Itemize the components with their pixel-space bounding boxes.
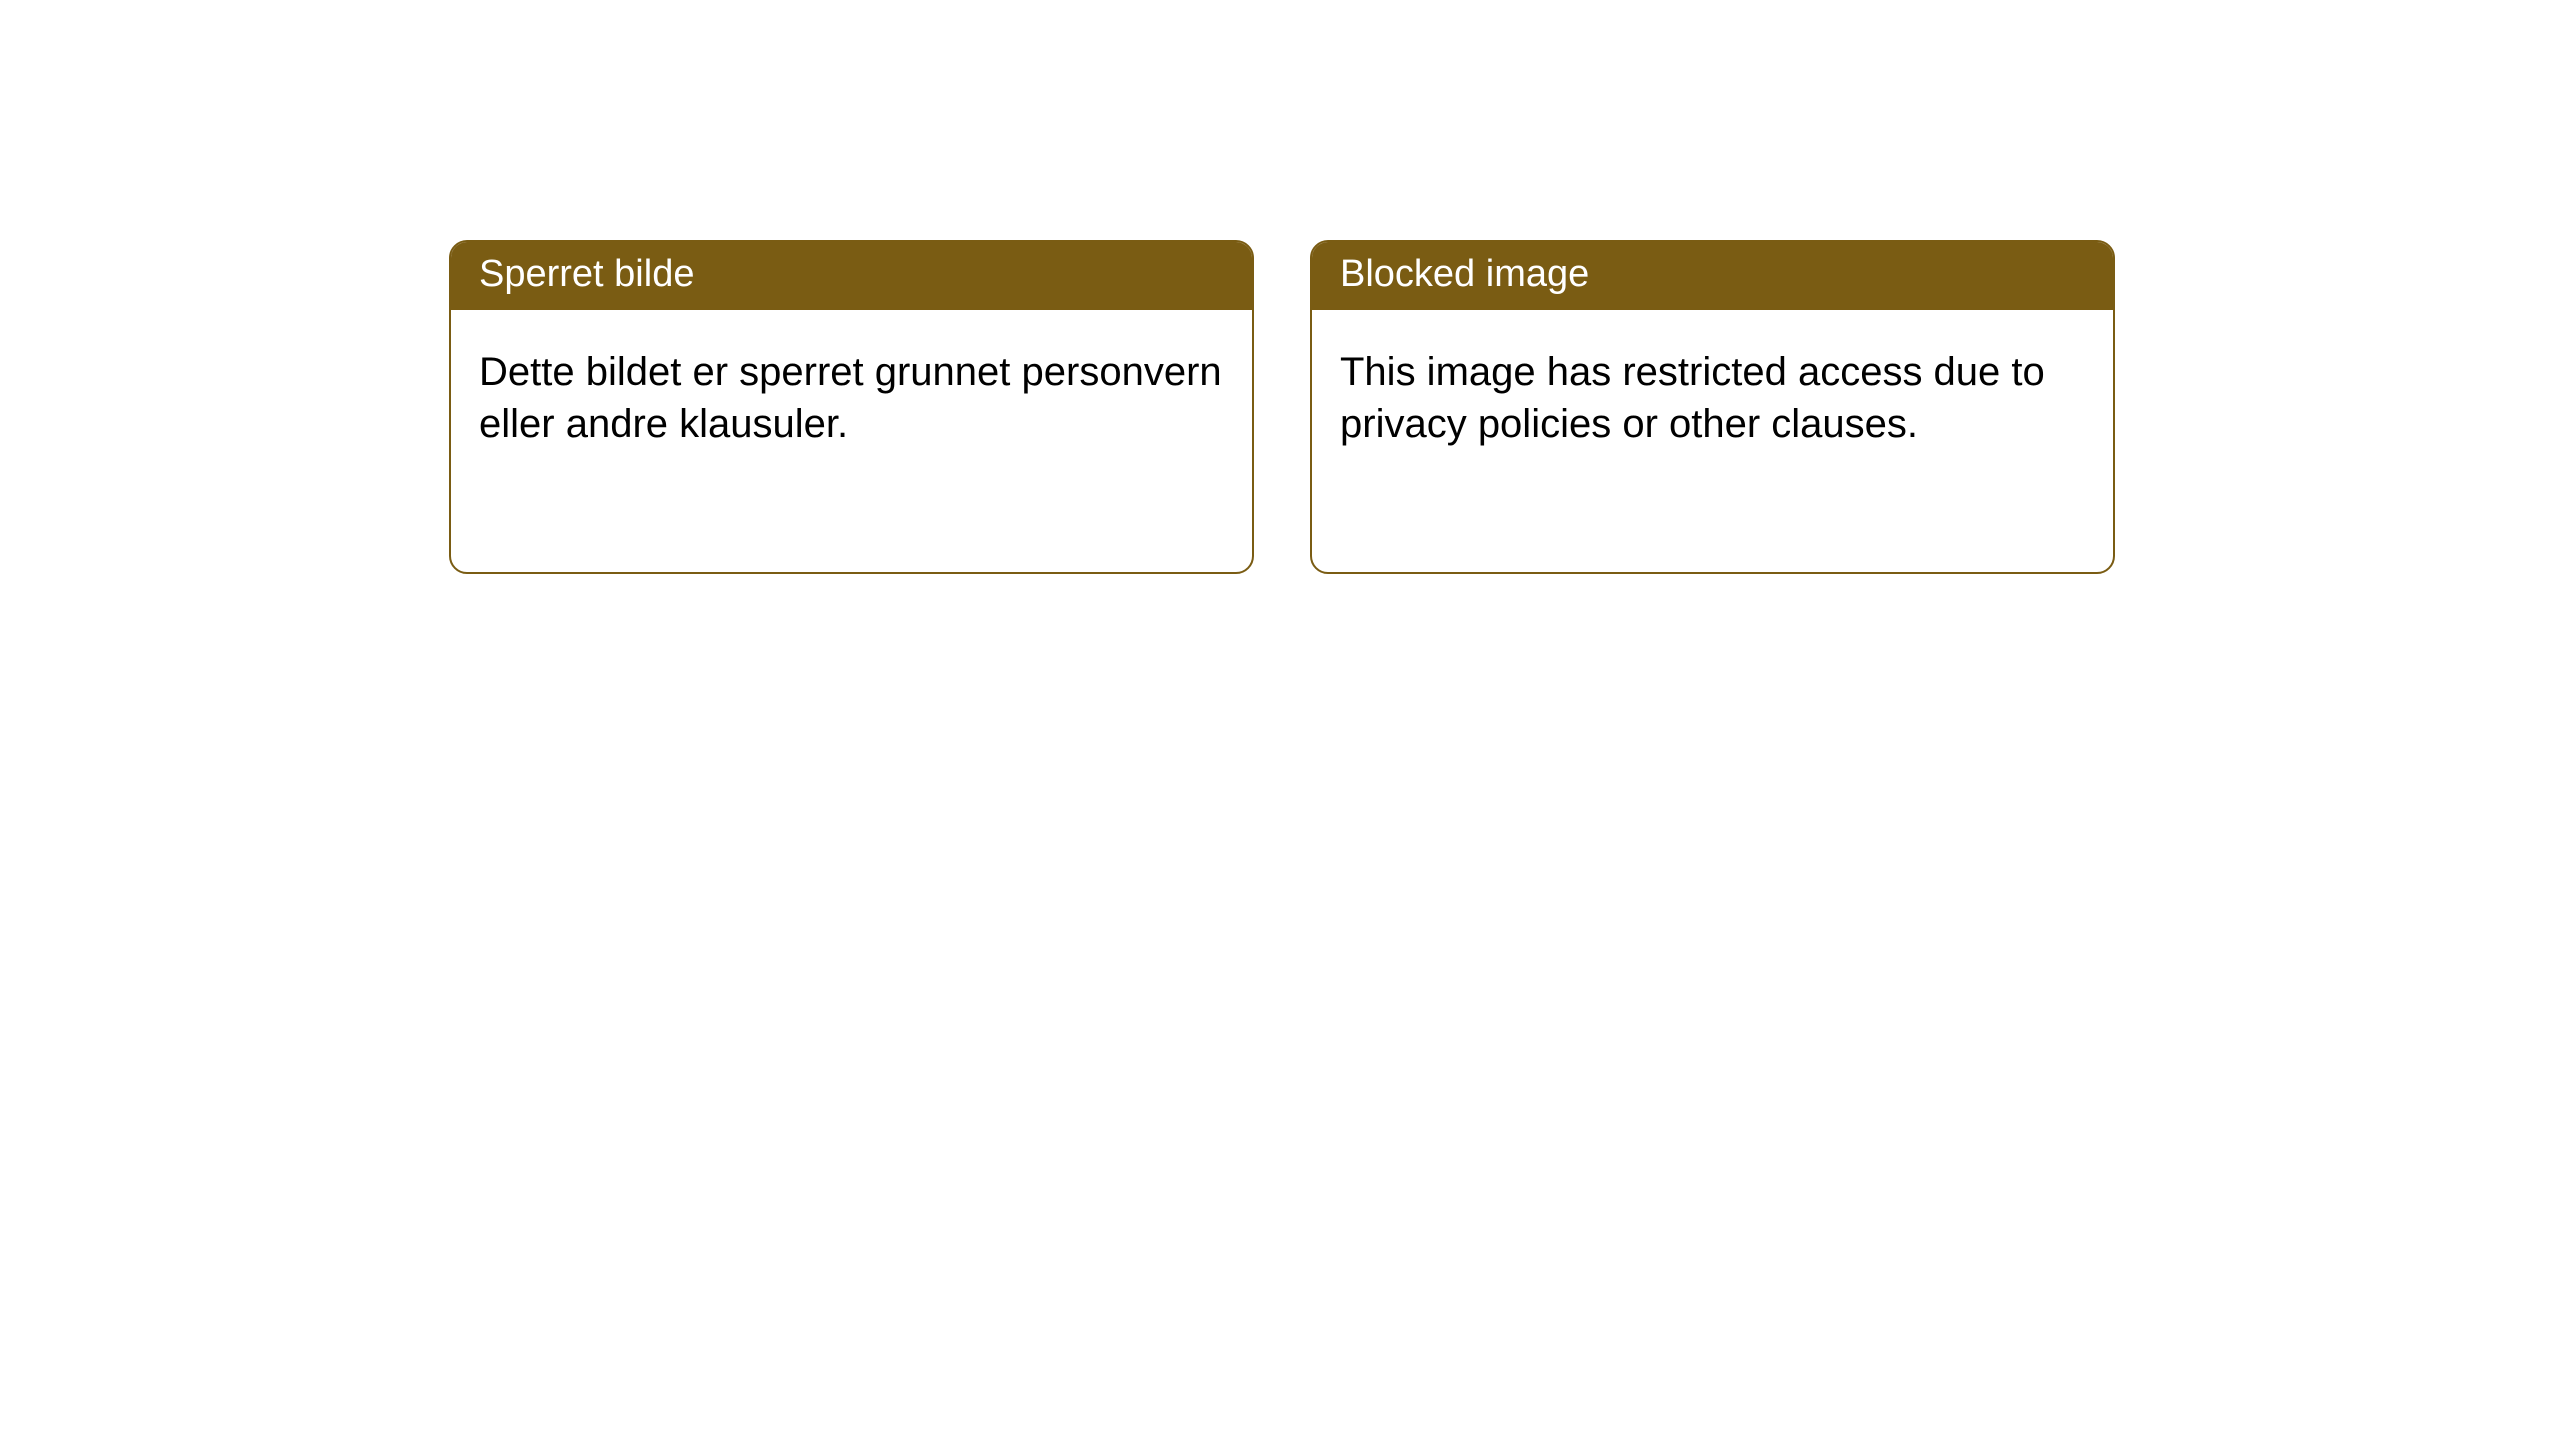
notice-body: This image has restricted access due to … [1312, 310, 2113, 478]
notice-header: Blocked image [1312, 242, 2113, 310]
notice-card-english: Blocked image This image has restricted … [1310, 240, 2115, 574]
notice-body: Dette bildet er sperret grunnet personve… [451, 310, 1252, 478]
notice-card-norwegian: Sperret bilde Dette bildet er sperret gr… [449, 240, 1254, 574]
notice-container: Sperret bilde Dette bildet er sperret gr… [0, 0, 2560, 574]
notice-header: Sperret bilde [451, 242, 1252, 310]
